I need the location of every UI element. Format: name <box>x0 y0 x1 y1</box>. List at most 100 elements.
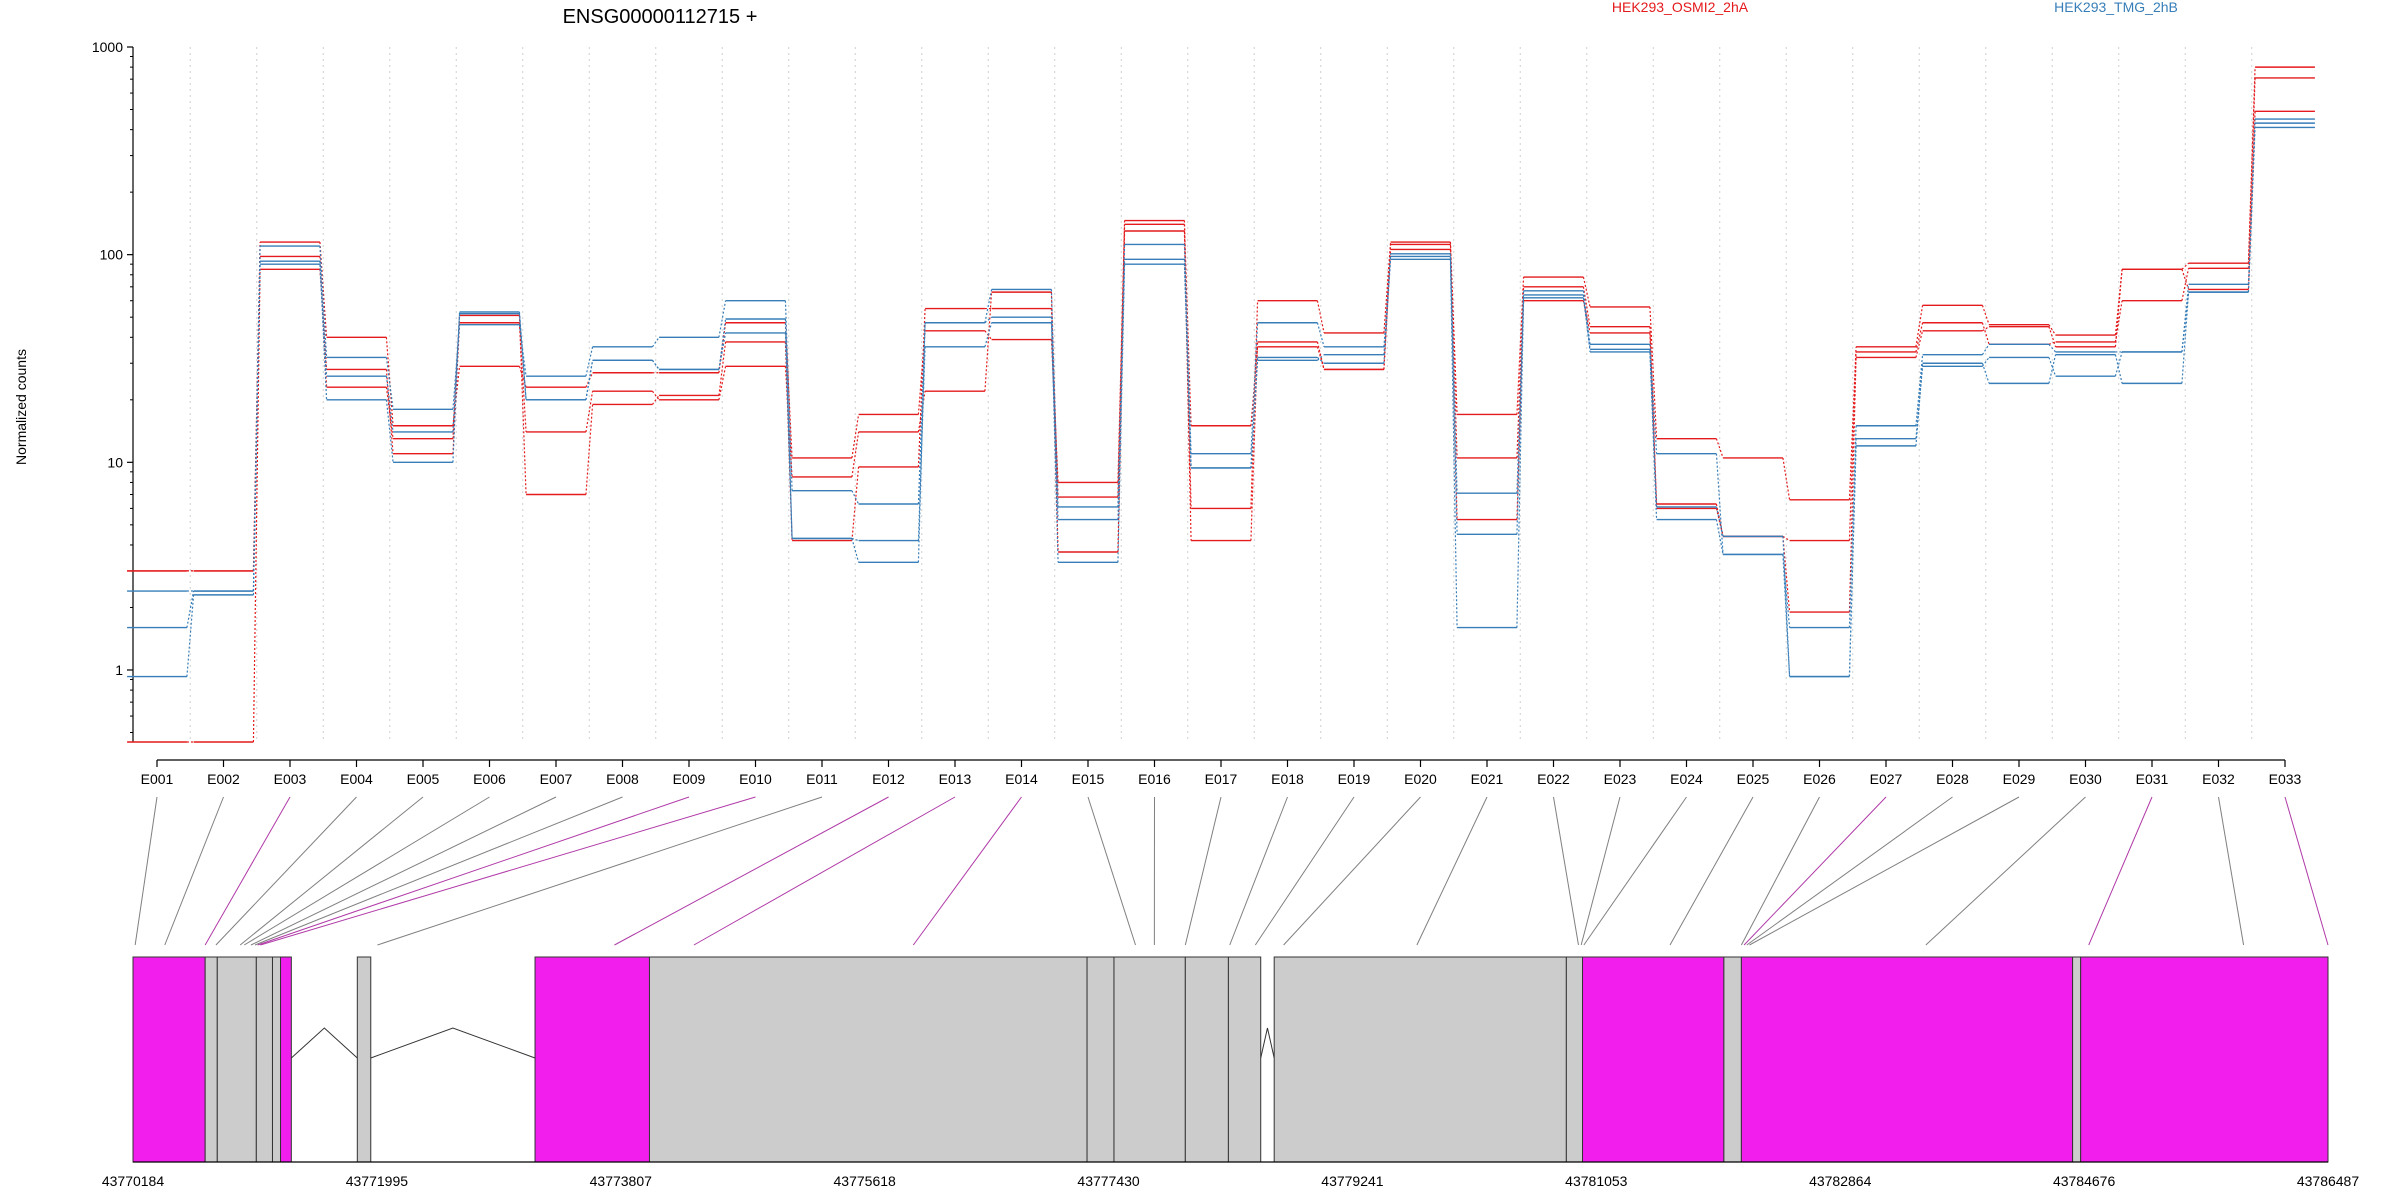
y-tick-label: 100 <box>100 247 124 263</box>
series-connector <box>2181 268 2190 301</box>
series-connector <box>651 390 660 401</box>
x-tick-label: E029 <box>2003 771 2036 787</box>
genomic-tick-label: 43775618 <box>834 1173 897 1189</box>
genomic-tick-label: 43779241 <box>1321 1173 1384 1189</box>
y-tick-label: 1 <box>115 662 123 678</box>
x-tick-label: E012 <box>872 771 905 787</box>
series-connector <box>1183 224 1192 426</box>
exon-block <box>1227 956 1262 1163</box>
series-connector <box>984 322 993 347</box>
highlighted-exon-block <box>132 956 206 1163</box>
series-connector <box>1316 322 1325 347</box>
exon-block <box>1723 956 1742 1163</box>
series-connector <box>2114 354 2123 384</box>
series-connector <box>1982 326 1990 332</box>
legend-label-osmi2: HEK293_OSMI2_2hA <box>1612 0 1749 15</box>
bin-connector <box>1746 796 1953 946</box>
series-connector <box>851 490 860 505</box>
series-connector <box>1715 453 1724 555</box>
intron-line <box>1260 1027 1275 1059</box>
highlighted-exon-block <box>1740 956 2074 1163</box>
exon-block <box>1184 956 1229 1163</box>
series-connector <box>585 360 594 400</box>
series-connector <box>1117 224 1126 498</box>
series-connector <box>1782 535 1790 542</box>
chart-title: ENSG00000112715 + <box>563 6 758 28</box>
series-connector <box>186 594 195 677</box>
series-connector <box>1848 346 1857 500</box>
series-connector <box>651 336 660 348</box>
x-tick-label: E004 <box>340 771 373 787</box>
bin-connector <box>377 796 823 946</box>
x-tick-label: E028 <box>1936 771 1969 787</box>
exon-block <box>356 956 372 1163</box>
series-connector <box>851 414 860 459</box>
series-connector <box>186 590 195 628</box>
series-connector <box>385 357 394 410</box>
series-connector <box>585 391 594 433</box>
bin-connector <box>1184 796 1222 946</box>
bin-connector <box>250 796 557 946</box>
series-connector <box>851 537 859 542</box>
x-tick-label: E005 <box>407 771 440 787</box>
series-connector <box>518 313 527 400</box>
series-connector <box>1317 356 1325 364</box>
genomic-tick-label: 43777430 <box>1077 1173 1140 1189</box>
exon-block <box>1565 956 1584 1163</box>
series-connector <box>1449 253 1458 535</box>
series-connector <box>585 372 594 388</box>
x-tick-label: E033 <box>2269 771 2302 787</box>
series-connector <box>2181 292 2190 384</box>
series-connector <box>1848 357 1857 613</box>
series-connector <box>1117 259 1126 520</box>
x-tick-label: E020 <box>1404 771 1437 787</box>
legend-label-tmg: HEK293_TMG_2hB <box>2054 0 2178 15</box>
series-connector <box>319 264 328 377</box>
series-connector <box>917 308 926 467</box>
series-connector <box>585 346 594 377</box>
bin-connector <box>1283 796 1421 946</box>
series-connector <box>1516 286 1525 458</box>
series-connector <box>1050 322 1059 520</box>
exon-block <box>1113 956 1186 1163</box>
highlighted-exon-block <box>1582 956 1725 1163</box>
bin-connector <box>1229 796 1288 946</box>
series-connector <box>1915 366 1924 439</box>
series-connector <box>1582 276 1591 308</box>
series-connector <box>984 316 992 324</box>
exon-block <box>1273 956 1567 1163</box>
bin-connector <box>1925 796 2086 946</box>
series-connector <box>1250 300 1259 509</box>
genomic-tick-label: 43773807 <box>590 1173 653 1189</box>
series-connector <box>1516 277 1525 415</box>
series-connector <box>1449 259 1458 628</box>
series-connector <box>1649 326 1658 505</box>
series-connector <box>2247 123 2256 293</box>
intron-line <box>290 1027 358 1059</box>
x-tick-label: E011 <box>806 771 838 787</box>
series-connector <box>651 359 660 370</box>
series-connector <box>851 431 860 478</box>
series-connector <box>784 318 793 539</box>
bin-connector-highlighted <box>614 796 889 946</box>
series-connector <box>385 387 394 439</box>
exon-block <box>648 956 1088 1163</box>
series-connector <box>917 346 926 541</box>
series-connector <box>1582 297 1591 350</box>
x-tick-label: E013 <box>939 771 972 787</box>
series-connector <box>784 322 793 458</box>
series-connector <box>385 399 394 463</box>
y-tick-label: 10 <box>107 454 123 470</box>
x-tick-label: E026 <box>1803 771 1836 787</box>
genomic-tick-label: 43786487 <box>2297 1173 2360 1189</box>
exon-block <box>216 956 257 1163</box>
x-tick-label: E008 <box>606 771 639 787</box>
series-connector <box>1316 341 1325 370</box>
series-connector <box>452 311 461 463</box>
series-connector <box>1715 519 1724 555</box>
series-connector <box>252 269 261 743</box>
series-connector <box>984 289 993 323</box>
x-tick-label: E010 <box>739 771 772 787</box>
